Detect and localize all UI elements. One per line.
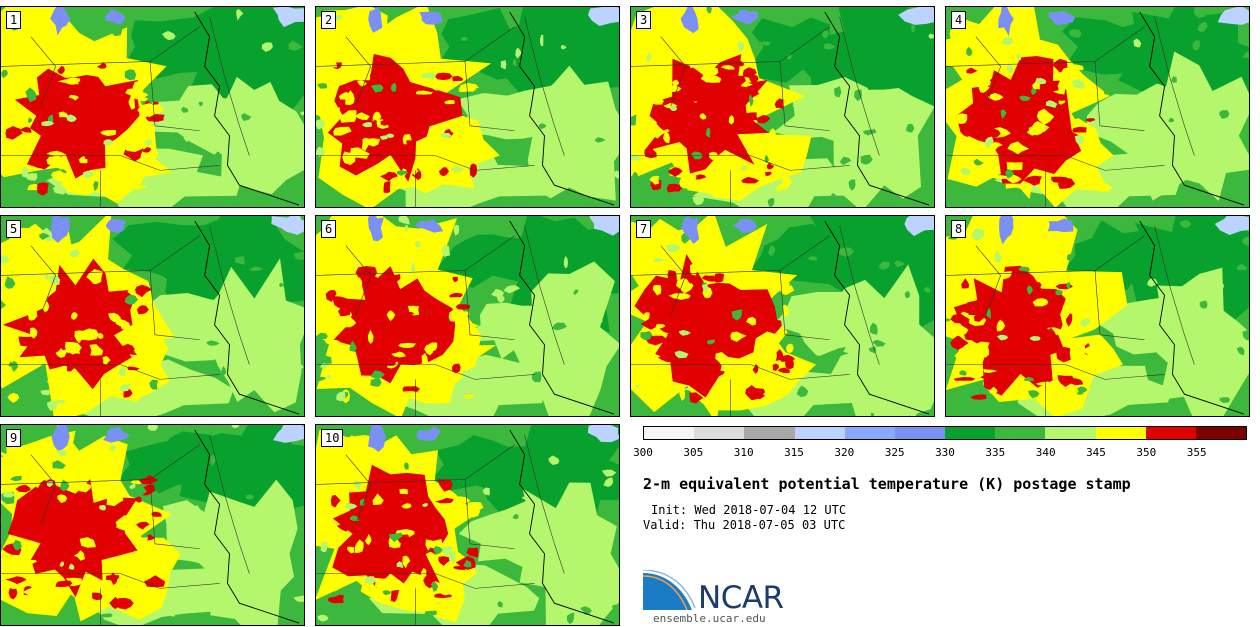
map-panel: 4 [945,6,1250,208]
colorbar-swatch [744,427,795,439]
ncar-logo-icon [643,570,696,611]
panel-label: 4 [951,11,967,29]
colorbar-swatch [644,427,695,439]
panel-label: 8 [951,220,967,238]
colorbar-ticks: 300 305 310 315 320 325 330 335 340 345 350 355 [633,446,1247,460]
panel-label: 5 [6,220,22,238]
map-panel: 7 [630,215,935,417]
map-panel: 10 [315,424,620,626]
map-field [1,216,304,416]
colorbar-tick-label: 350 [1136,446,1157,459]
map-field [946,216,1249,416]
map-field [316,216,619,416]
colorbar-swatch [945,427,996,439]
colorbar-tick-label: 300 [633,446,653,459]
colorbar-swatch [1145,427,1196,439]
panel-label: 10 [321,429,344,447]
panel-label: 9 [6,429,22,447]
colorbar-swatch [894,427,946,439]
colorbar-swatch [1095,427,1146,439]
panel-label: 7 [636,220,652,238]
colorbar-tick-label: 335 [985,446,1006,459]
colorbar-tick-label: 315 [784,446,804,459]
logo-url: ensemble.ucar.edu [653,612,766,625]
colorbar-tick-label: 330 [935,446,955,459]
figure-title: 2-m equivalent potential temperature (K)… [643,475,1131,493]
colorbar [643,426,1247,440]
colorbar-swatch [1195,427,1247,439]
panel-label: 3 [636,11,652,29]
map-field [316,425,619,625]
colorbar-tick-label: 320 [834,446,855,459]
map-panel: 9 [0,424,305,626]
colorbar-swatch [995,427,1046,439]
map-field [1,7,304,207]
map-panel: 2 [315,6,620,208]
colorbar-swatch [694,427,745,439]
map-panel: 1 [0,6,305,208]
panel-label: 2 [321,11,337,29]
colorbar-swatch [794,427,845,439]
panel-label: 6 [321,220,337,238]
map-panel: 6 [315,215,620,417]
map-panel: 3 [630,6,935,208]
logo-text: NCAR [698,580,784,616]
map-field [316,7,619,207]
colorbar-swatch [844,427,895,439]
map-field [631,7,934,207]
colorbar-tick-label: 355 [1186,446,1207,459]
colorbar-swatch [1045,427,1096,439]
map-field [946,7,1249,207]
map-panel: 8 [945,215,1250,417]
map-field [631,216,934,416]
colorbar-tick-label: 345 [1086,446,1106,459]
map-field [1,425,304,625]
colorbar-tick-label: 310 [733,446,754,459]
init-time: Init: Wed 2018-07-04 12 UTC [651,503,847,517]
colorbar-tick-label: 305 [683,446,704,459]
map-panel: 5 [0,215,305,417]
colorbar-tick-label: 340 [1035,446,1056,459]
valid-time: Valid: Thu 2018-07-05 03 UTC [643,518,846,532]
panel-label: 1 [6,11,22,29]
colorbar-tick-label: 325 [884,446,905,459]
